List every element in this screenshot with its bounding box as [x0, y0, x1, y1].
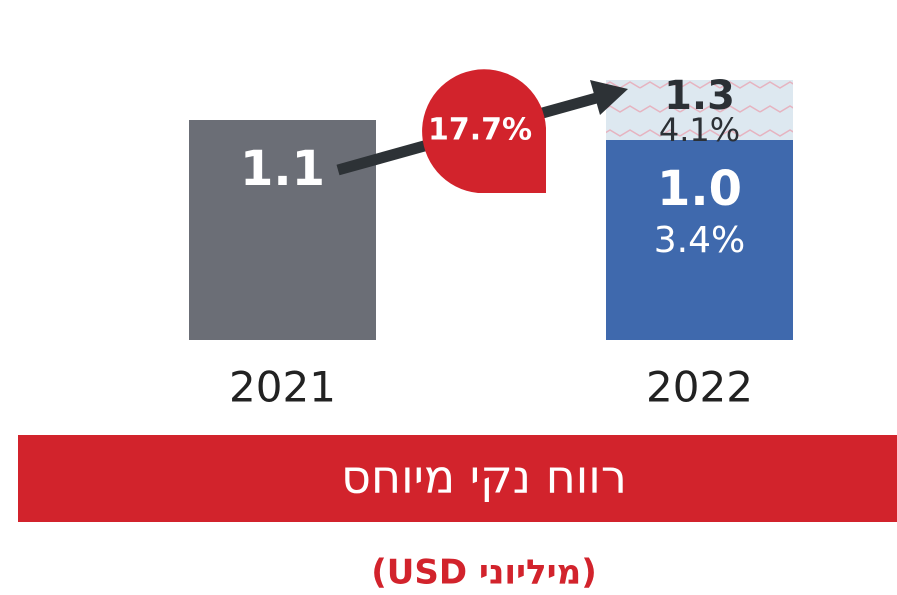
chart-title: רווח נקי מיוחס: [341, 450, 627, 504]
growth-bubble: [422, 69, 546, 193]
chart-subtitle: (מיליוני USD): [371, 553, 597, 593]
bar: [189, 120, 376, 340]
bar-segment: [606, 140, 793, 340]
margin-label: 4.1%: [659, 111, 740, 149]
value-label: 1.1: [240, 141, 325, 197]
growth-label: 17.7%: [428, 113, 532, 148]
value-label: 1.0: [657, 161, 742, 217]
title-banner: [18, 435, 897, 522]
value-label: 1.3: [664, 73, 735, 119]
x-tick-label: 2021: [229, 363, 336, 412]
margin-label: 3.4%: [654, 220, 745, 261]
x-tick-label: 2022: [646, 363, 753, 412]
growth-arrow-head: [590, 80, 628, 115]
